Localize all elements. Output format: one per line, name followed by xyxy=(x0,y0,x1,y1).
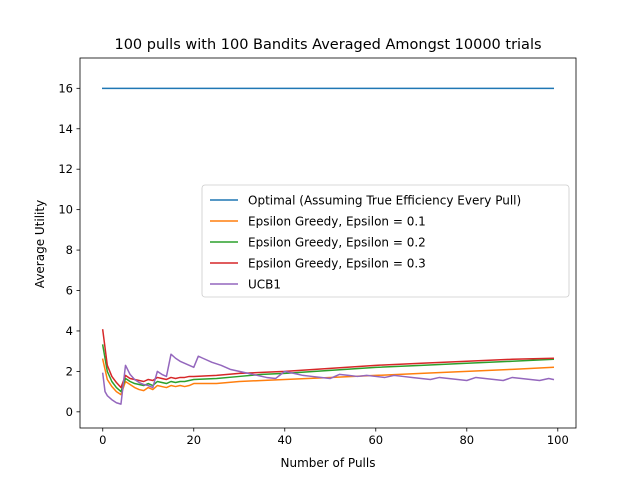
y-tick-label: 12 xyxy=(58,162,73,176)
legend: Optimal (Assuming True Efficiency Every … xyxy=(201,184,570,298)
chart-title: 100 pulls with 100 Bandits Averaged Amon… xyxy=(114,37,541,53)
x-tick-label: 40 xyxy=(277,433,292,447)
x-tick-label: 100 xyxy=(547,433,569,447)
x-tick-label: 20 xyxy=(186,433,201,447)
legend-label: UCB1 xyxy=(248,278,281,292)
y-tick-label: 6 xyxy=(66,284,73,298)
axes-layer: 0 20 40 60 80 100 0 2 4 6 8 10 12 14 16 xyxy=(58,57,577,447)
y-tick-label: 4 xyxy=(66,324,73,338)
legend-label: Epsilon Greedy, Epsilon = 0.2 xyxy=(248,236,426,250)
y-axis-label: Average Utility xyxy=(33,200,47,288)
axes-frame xyxy=(79,57,577,429)
y-tick-label: 0 xyxy=(66,405,73,419)
series-layer xyxy=(101,87,555,405)
series-line-4 xyxy=(101,329,555,389)
series-line-5 xyxy=(101,353,555,405)
x-tick-label: 0 xyxy=(99,433,106,447)
y-tick-label: 10 xyxy=(58,203,73,217)
series-line-2 xyxy=(101,358,555,396)
series-line-3 xyxy=(101,344,555,393)
y-tick-label: 8 xyxy=(66,243,73,257)
legend-label: Epsilon Greedy, Epsilon = 0.3 xyxy=(248,257,426,271)
legend-label: Optimal (Assuming True Efficiency Every … xyxy=(248,194,521,208)
y-tick-label: 2 xyxy=(66,364,73,378)
y-tick-label: 14 xyxy=(58,122,73,136)
x-tick-label: 60 xyxy=(368,433,383,447)
legend-box xyxy=(201,184,570,298)
x-tick-label: 80 xyxy=(459,433,474,447)
legend-label: Epsilon Greedy, Epsilon = 0.1 xyxy=(248,215,426,229)
y-tick-label: 16 xyxy=(58,81,73,95)
x-axis-label: Number of Pulls xyxy=(281,456,376,470)
